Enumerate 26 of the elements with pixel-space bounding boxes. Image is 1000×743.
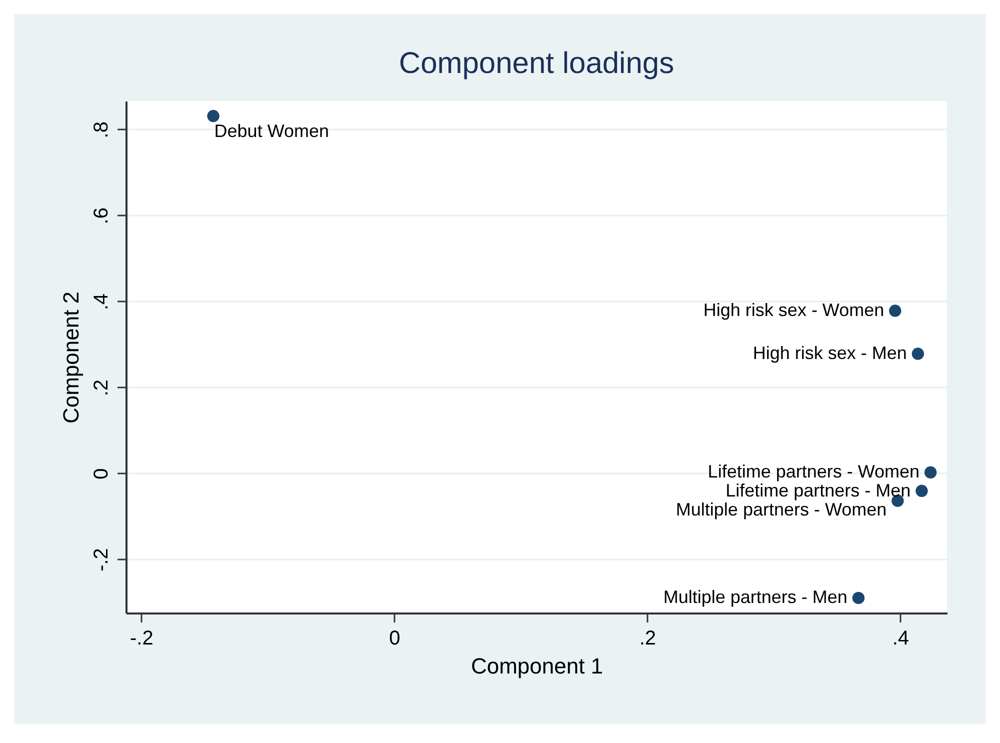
chart-title: Component loadings	[398, 47, 674, 80]
y-tick-label: .4	[90, 293, 112, 310]
annotation: Multiple partners - Women	[676, 499, 887, 520]
point	[916, 484, 928, 498]
point	[912, 348, 924, 360]
x-tick-label: 0	[389, 628, 400, 650]
annotation: Debut Women	[214, 121, 330, 142]
x-tick-label: .4	[892, 628, 910, 650]
point	[852, 592, 865, 604]
annotation: High risk sex - Women	[703, 300, 884, 320]
x-tick-label: -.2	[130, 628, 154, 650]
point	[207, 110, 220, 122]
point	[889, 304, 902, 317]
annotation: High risk sex - Men	[752, 342, 907, 363]
x-tick-label: .2	[639, 628, 656, 650]
y-tick-label: 0	[90, 468, 112, 480]
annotation: Lifetime partners - Women	[708, 461, 920, 482]
y-tick-label: -.2	[90, 548, 112, 572]
y-tick-label: .8	[90, 122, 112, 138]
x-axis-title: Component 1	[470, 654, 604, 678]
point	[924, 466, 937, 479]
y-tick-label: .2	[90, 379, 112, 396]
y-axis-title: Component 2	[58, 291, 84, 424]
annotation: Lifetime partners - Men	[726, 480, 911, 500]
annotation: Multiple partners - Men	[663, 586, 848, 607]
y-tick-label: .6	[90, 208, 112, 224]
